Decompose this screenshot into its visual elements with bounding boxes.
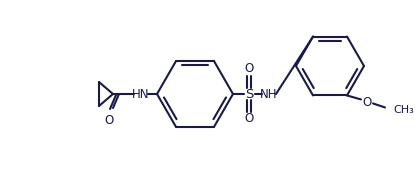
Text: O: O [362, 96, 372, 109]
Text: O: O [244, 62, 254, 75]
Text: O: O [244, 113, 254, 126]
Text: CH₃: CH₃ [393, 106, 414, 115]
Text: NH: NH [260, 87, 278, 100]
Text: S: S [245, 87, 253, 100]
Text: O: O [105, 114, 114, 127]
Text: HN: HN [132, 87, 150, 100]
